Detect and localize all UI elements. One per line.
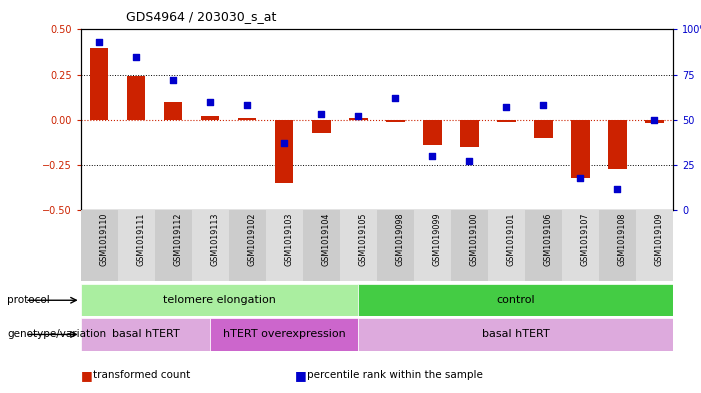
Bar bbox=[451, 210, 488, 281]
Text: GSM1019102: GSM1019102 bbox=[247, 212, 256, 266]
Bar bbox=[525, 210, 562, 281]
Bar bbox=[229, 210, 266, 281]
Text: GSM1019108: GSM1019108 bbox=[618, 212, 627, 266]
Text: GSM1019110: GSM1019110 bbox=[99, 212, 108, 266]
Point bbox=[427, 153, 438, 159]
Text: basal hTERT: basal hTERT bbox=[111, 329, 179, 340]
Bar bbox=[358, 318, 673, 351]
Bar bbox=[155, 210, 191, 281]
Bar bbox=[599, 210, 636, 281]
Bar bbox=[191, 210, 229, 281]
Bar bbox=[275, 120, 294, 183]
Bar bbox=[90, 48, 109, 120]
Text: protocol: protocol bbox=[7, 295, 50, 305]
Bar bbox=[349, 118, 367, 120]
Text: ■: ■ bbox=[294, 369, 306, 382]
Bar bbox=[414, 210, 451, 281]
Point bbox=[575, 174, 586, 181]
Text: GSM1019111: GSM1019111 bbox=[136, 212, 145, 266]
Bar bbox=[340, 210, 377, 281]
Text: GSM1019107: GSM1019107 bbox=[580, 212, 590, 266]
Point bbox=[168, 77, 179, 83]
Point bbox=[205, 99, 216, 105]
Bar bbox=[377, 210, 414, 281]
Point bbox=[464, 158, 475, 165]
Bar bbox=[312, 120, 330, 132]
Text: genotype/variation: genotype/variation bbox=[7, 329, 106, 339]
Bar bbox=[460, 120, 479, 147]
Text: GSM1019104: GSM1019104 bbox=[321, 212, 330, 266]
Bar bbox=[562, 210, 599, 281]
Point bbox=[242, 102, 253, 108]
Text: GSM1019106: GSM1019106 bbox=[543, 212, 552, 266]
Text: GSM1019103: GSM1019103 bbox=[284, 212, 293, 266]
Bar bbox=[118, 210, 155, 281]
Point bbox=[612, 185, 623, 192]
Bar bbox=[488, 210, 525, 281]
Text: GSM1019098: GSM1019098 bbox=[395, 212, 404, 266]
Text: GSM1019113: GSM1019113 bbox=[210, 212, 219, 266]
Text: hTERT overexpression: hTERT overexpression bbox=[223, 329, 346, 340]
Text: ■: ■ bbox=[81, 369, 93, 382]
Point bbox=[390, 95, 401, 101]
Bar bbox=[534, 120, 552, 138]
Point bbox=[278, 140, 290, 147]
Text: GSM1019099: GSM1019099 bbox=[433, 212, 442, 266]
Bar bbox=[164, 102, 182, 120]
Point bbox=[130, 53, 142, 60]
Bar bbox=[386, 120, 404, 122]
Text: GSM1019112: GSM1019112 bbox=[173, 212, 182, 266]
Bar bbox=[238, 118, 257, 120]
Point bbox=[501, 104, 512, 110]
Bar bbox=[358, 284, 673, 316]
Text: telomere elongation: telomere elongation bbox=[163, 295, 276, 305]
Bar bbox=[645, 120, 664, 123]
Bar bbox=[608, 120, 627, 169]
Bar bbox=[303, 210, 340, 281]
Text: percentile rank within the sample: percentile rank within the sample bbox=[307, 370, 483, 380]
Point bbox=[93, 39, 104, 45]
Bar bbox=[423, 120, 442, 145]
Point bbox=[649, 117, 660, 123]
Bar bbox=[127, 77, 145, 120]
Bar bbox=[497, 120, 516, 122]
Text: control: control bbox=[496, 295, 535, 305]
Text: transformed count: transformed count bbox=[93, 370, 191, 380]
Point bbox=[353, 113, 364, 119]
Bar bbox=[266, 210, 303, 281]
Bar bbox=[81, 318, 210, 351]
Bar bbox=[210, 318, 358, 351]
Bar bbox=[571, 120, 590, 178]
Point bbox=[315, 111, 327, 118]
Text: GSM1019105: GSM1019105 bbox=[358, 212, 367, 266]
Text: GDS4964 / 203030_s_at: GDS4964 / 203030_s_at bbox=[126, 10, 277, 23]
Bar bbox=[81, 284, 358, 316]
Text: GSM1019109: GSM1019109 bbox=[655, 212, 663, 266]
Text: basal hTERT: basal hTERT bbox=[482, 329, 550, 340]
Text: GSM1019100: GSM1019100 bbox=[470, 212, 478, 266]
Point bbox=[538, 102, 549, 108]
Bar bbox=[636, 210, 673, 281]
Text: GSM1019101: GSM1019101 bbox=[506, 212, 515, 266]
Bar bbox=[81, 210, 118, 281]
Bar bbox=[201, 116, 219, 120]
